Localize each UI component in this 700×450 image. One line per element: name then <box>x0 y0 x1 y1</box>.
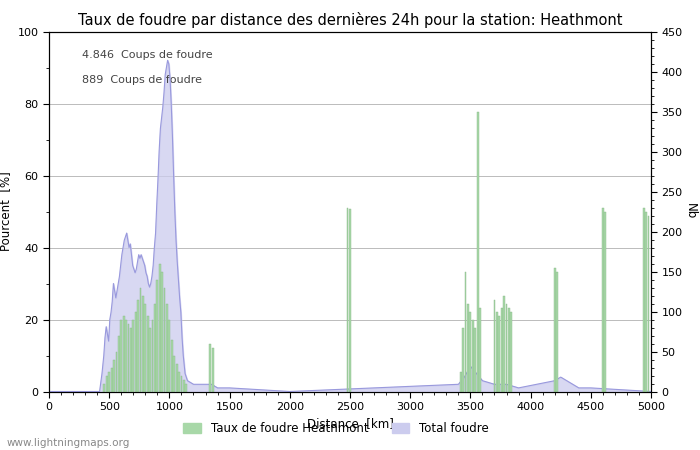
Bar <box>116 351 118 392</box>
Bar <box>349 209 351 392</box>
Bar <box>554 267 556 392</box>
Bar <box>475 328 476 392</box>
Bar <box>178 372 180 392</box>
Bar <box>127 324 130 392</box>
Bar <box>472 320 474 392</box>
Bar <box>120 320 122 392</box>
Bar <box>122 315 125 392</box>
Bar <box>104 383 105 392</box>
Bar <box>556 271 558 392</box>
Bar <box>505 303 508 392</box>
Bar <box>154 303 156 392</box>
Bar <box>186 383 187 392</box>
Bar <box>510 311 512 392</box>
Bar <box>643 207 645 392</box>
Text: 4.846  Coups de foudre: 4.846 Coups de foudre <box>82 50 213 59</box>
Bar <box>498 315 500 392</box>
Bar <box>130 328 132 392</box>
Bar <box>209 343 211 392</box>
Bar <box>106 375 108 392</box>
Bar <box>142 296 144 392</box>
Bar <box>152 320 153 392</box>
Bar <box>118 336 120 392</box>
Bar <box>149 328 151 392</box>
Bar <box>462 328 464 392</box>
Bar <box>135 311 136 392</box>
Text: www.lightningmaps.org: www.lightningmaps.org <box>7 437 130 447</box>
Bar <box>159 264 161 392</box>
Bar <box>161 271 163 392</box>
Bar <box>139 288 141 392</box>
Bar <box>144 303 146 392</box>
Legend: Taux de foudre Heathmont, Total foudre: Taux de foudre Heathmont, Total foudre <box>178 417 493 440</box>
Bar <box>137 300 139 392</box>
Y-axis label: Nb: Nb <box>683 203 696 220</box>
Bar <box>470 311 471 392</box>
Bar <box>113 360 115 392</box>
Y-axis label: Pourcent  [%]: Pourcent [%] <box>0 171 12 252</box>
Bar <box>604 212 606 392</box>
Bar <box>174 356 175 392</box>
Bar <box>346 207 349 392</box>
Bar <box>171 339 173 392</box>
Bar <box>147 315 148 392</box>
Bar <box>176 364 178 392</box>
Bar <box>479 307 481 392</box>
Bar <box>477 112 479 392</box>
Bar <box>460 372 462 392</box>
Bar <box>181 375 182 392</box>
Bar <box>111 368 113 392</box>
Bar <box>212 347 214 392</box>
Bar <box>645 212 647 392</box>
Bar <box>496 311 498 392</box>
Bar <box>467 303 469 392</box>
Bar <box>169 320 170 392</box>
Title: Taux de foudre par distance des dernières 24h pour la station: Heathmont: Taux de foudre par distance des dernière… <box>78 12 622 27</box>
Bar <box>125 320 127 392</box>
Bar <box>508 307 510 392</box>
Bar <box>157 279 158 392</box>
Bar <box>648 216 650 392</box>
X-axis label: Distance  [km]: Distance [km] <box>307 418 393 431</box>
Bar <box>465 271 466 392</box>
Bar <box>183 379 185 392</box>
Bar <box>108 372 110 392</box>
Bar <box>503 296 505 392</box>
Bar <box>602 207 603 392</box>
Bar <box>132 320 134 392</box>
Bar <box>500 307 503 392</box>
Bar <box>164 288 165 392</box>
Text: 889  Coups de foudre: 889 Coups de foudre <box>82 75 202 85</box>
Bar <box>166 303 168 392</box>
Bar <box>494 300 496 392</box>
